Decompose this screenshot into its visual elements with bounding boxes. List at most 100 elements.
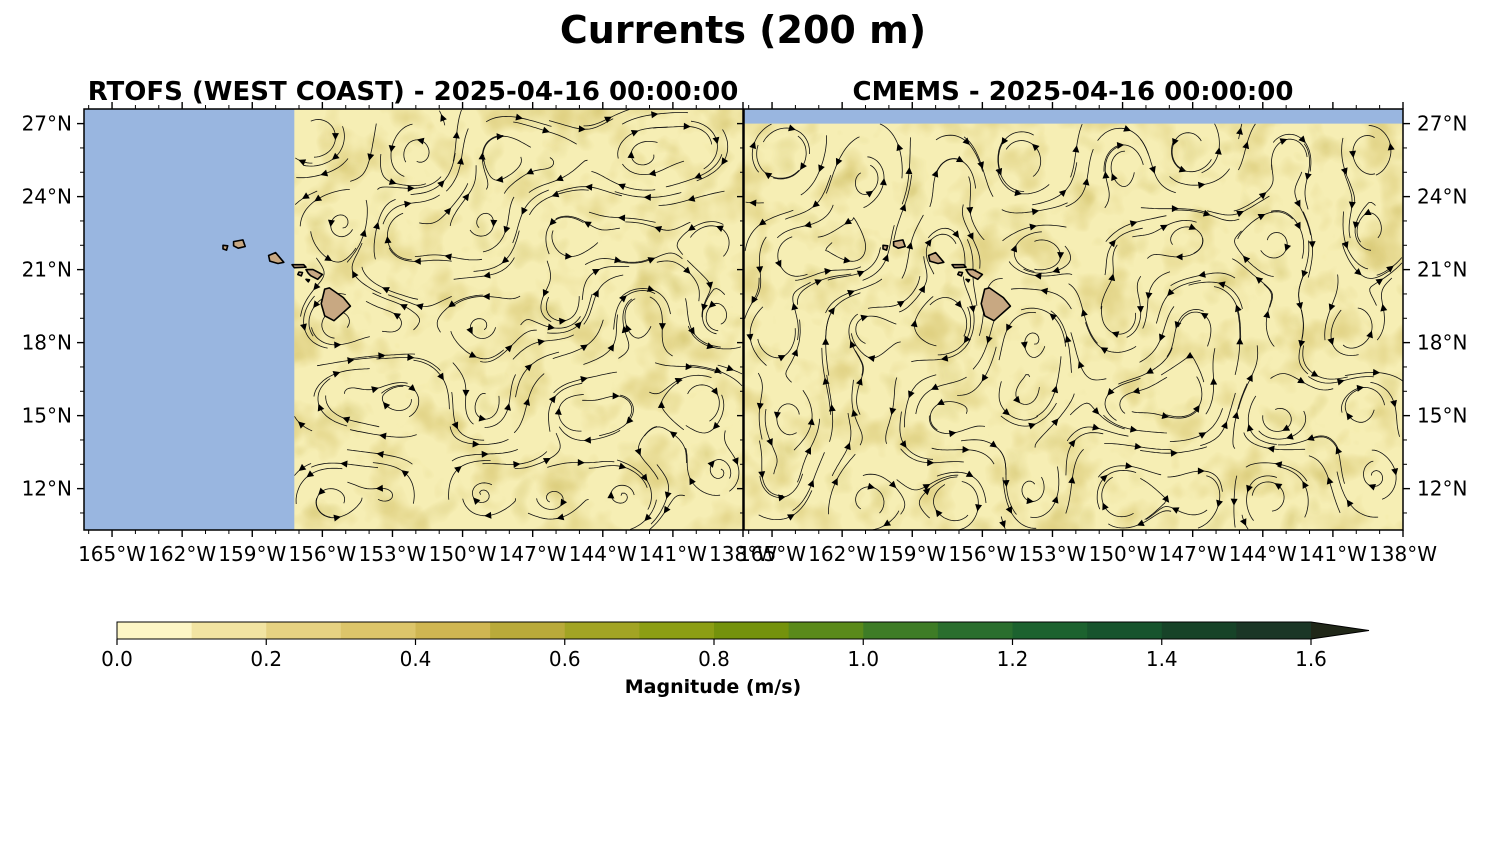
streamline-arrow bbox=[849, 340, 857, 349]
streamline-arrow bbox=[1197, 181, 1206, 189]
streamline-arrow bbox=[1294, 199, 1301, 208]
streamlines bbox=[294, 109, 743, 530]
streamline-arrow bbox=[1298, 135, 1306, 144]
streamline-arrow bbox=[927, 459, 935, 467]
streamline-arrow bbox=[1091, 407, 1100, 415]
streamline-arrow bbox=[883, 519, 891, 527]
streamline-arrow bbox=[437, 180, 445, 188]
island-kauai bbox=[232, 239, 246, 249]
streamline-arrow bbox=[981, 373, 989, 382]
magnitude-field bbox=[744, 123, 1403, 530]
streamline-arrow bbox=[1230, 498, 1238, 506]
colorbar-segment bbox=[564, 622, 640, 639]
streamline-arrow bbox=[746, 333, 754, 342]
streamline-arrow bbox=[1010, 244, 1018, 253]
streamline-arrow bbox=[931, 169, 939, 178]
streamline-arrow bbox=[664, 491, 672, 500]
streamline-arrow bbox=[1306, 434, 1315, 441]
streamline-arrow bbox=[1232, 411, 1240, 420]
streamline-arrow bbox=[844, 217, 852, 225]
streamline-arrow bbox=[513, 461, 521, 469]
streamline-arrow bbox=[766, 438, 773, 446]
streamline-arrow bbox=[856, 377, 863, 386]
streamline-arrow bbox=[612, 392, 620, 400]
streamline-arrow bbox=[1242, 141, 1250, 150]
streamline-arrow bbox=[1274, 461, 1283, 469]
streamline-arrow bbox=[1202, 209, 1211, 217]
streamline-arrow bbox=[1051, 418, 1059, 427]
colorbar-segment bbox=[340, 622, 417, 639]
streamline-arrow bbox=[331, 152, 340, 160]
streamline-arrow bbox=[1058, 189, 1067, 197]
streamline-arrow bbox=[1185, 351, 1194, 359]
streamline-arrow bbox=[359, 229, 367, 238]
streamline-arrow bbox=[716, 225, 724, 233]
streamline-arrow bbox=[749, 141, 757, 150]
streamline-arrow bbox=[701, 303, 708, 312]
streamline-arrow bbox=[694, 172, 703, 179]
colorbar-ticks: 0.0 0.2 0.4 0.6 0.8 1.0 1.2 1.4 1.6 bbox=[101, 639, 1327, 671]
streamline-arrow bbox=[1236, 127, 1243, 135]
streamline-arrow bbox=[483, 271, 491, 279]
streamline-arrow bbox=[1387, 143, 1395, 151]
streamline-arrow bbox=[1034, 272, 1042, 280]
streamline-arrow bbox=[962, 446, 970, 454]
streamline-arrow bbox=[954, 300, 962, 308]
y-tick-label: 18°N bbox=[22, 331, 72, 355]
streamline-arrow bbox=[948, 430, 957, 438]
streamline-arrow bbox=[404, 200, 412, 208]
streamline-arrow bbox=[523, 398, 531, 406]
x-tick-label: 156°W bbox=[948, 542, 1016, 566]
streamline-arrow bbox=[1160, 224, 1168, 232]
colorbar-segment bbox=[863, 622, 939, 639]
streamline-arrow bbox=[879, 178, 887, 186]
colorbar-tick-label: 1.6 bbox=[1295, 647, 1327, 671]
streamline-arrow bbox=[451, 421, 459, 430]
streamline-arrow bbox=[1246, 374, 1253, 382]
streamline-arrow bbox=[1171, 507, 1180, 514]
streamline-arrow bbox=[1123, 125, 1132, 132]
streamline-arrow bbox=[504, 344, 513, 353]
colorbar-tick-label: 1.4 bbox=[1146, 647, 1178, 671]
streamline-arrow bbox=[1236, 210, 1244, 218]
island-niihau bbox=[222, 244, 229, 251]
streamline-arrow bbox=[342, 416, 351, 424]
streamline-arrow bbox=[1134, 442, 1142, 450]
x-tick-label: 141°W bbox=[639, 542, 707, 566]
streamline-arrow bbox=[1340, 167, 1348, 176]
streamline-arrow bbox=[1304, 172, 1312, 181]
streamline-arrow bbox=[1031, 208, 1040, 216]
streamline-arrow bbox=[714, 366, 723, 374]
streamline-arrow bbox=[1175, 253, 1183, 261]
streamline-arrow bbox=[440, 113, 447, 122]
streamline-arrow bbox=[297, 421, 306, 429]
streamline-arrow bbox=[1100, 474, 1108, 483]
streamline-arrow bbox=[501, 256, 510, 264]
island-molokai bbox=[951, 263, 967, 269]
streamline-arrow bbox=[711, 387, 718, 396]
colorbar-segment bbox=[714, 622, 790, 639]
streamline-arrow bbox=[1149, 165, 1156, 174]
streamline-arrow bbox=[554, 407, 562, 415]
streamline-arrow bbox=[889, 407, 897, 416]
streamline-arrow bbox=[712, 421, 721, 430]
streamline-arrow bbox=[831, 477, 838, 486]
streamline-arrow bbox=[1279, 138, 1288, 145]
colorbar-segment bbox=[1161, 622, 1237, 639]
streamline-arrow bbox=[415, 303, 424, 311]
island-oahu bbox=[267, 251, 285, 265]
streamline-arrow bbox=[313, 300, 321, 309]
streamline-arrow bbox=[521, 207, 528, 215]
streamline-arrow bbox=[1170, 449, 1178, 457]
streamline-arrow bbox=[788, 124, 796, 132]
streamline-arrow bbox=[626, 416, 634, 425]
x-tick-label: 162°W bbox=[808, 542, 876, 566]
streamline-arrow bbox=[1296, 302, 1303, 310]
streamline-arrow bbox=[1132, 387, 1141, 395]
streamline-arrow bbox=[1348, 201, 1356, 209]
streamline-arrow bbox=[896, 143, 904, 152]
streamline-arrow bbox=[758, 218, 767, 226]
streamline-arrow bbox=[457, 157, 464, 165]
streamline-arrow bbox=[1375, 278, 1384, 286]
colorbar-segment bbox=[1087, 622, 1163, 639]
